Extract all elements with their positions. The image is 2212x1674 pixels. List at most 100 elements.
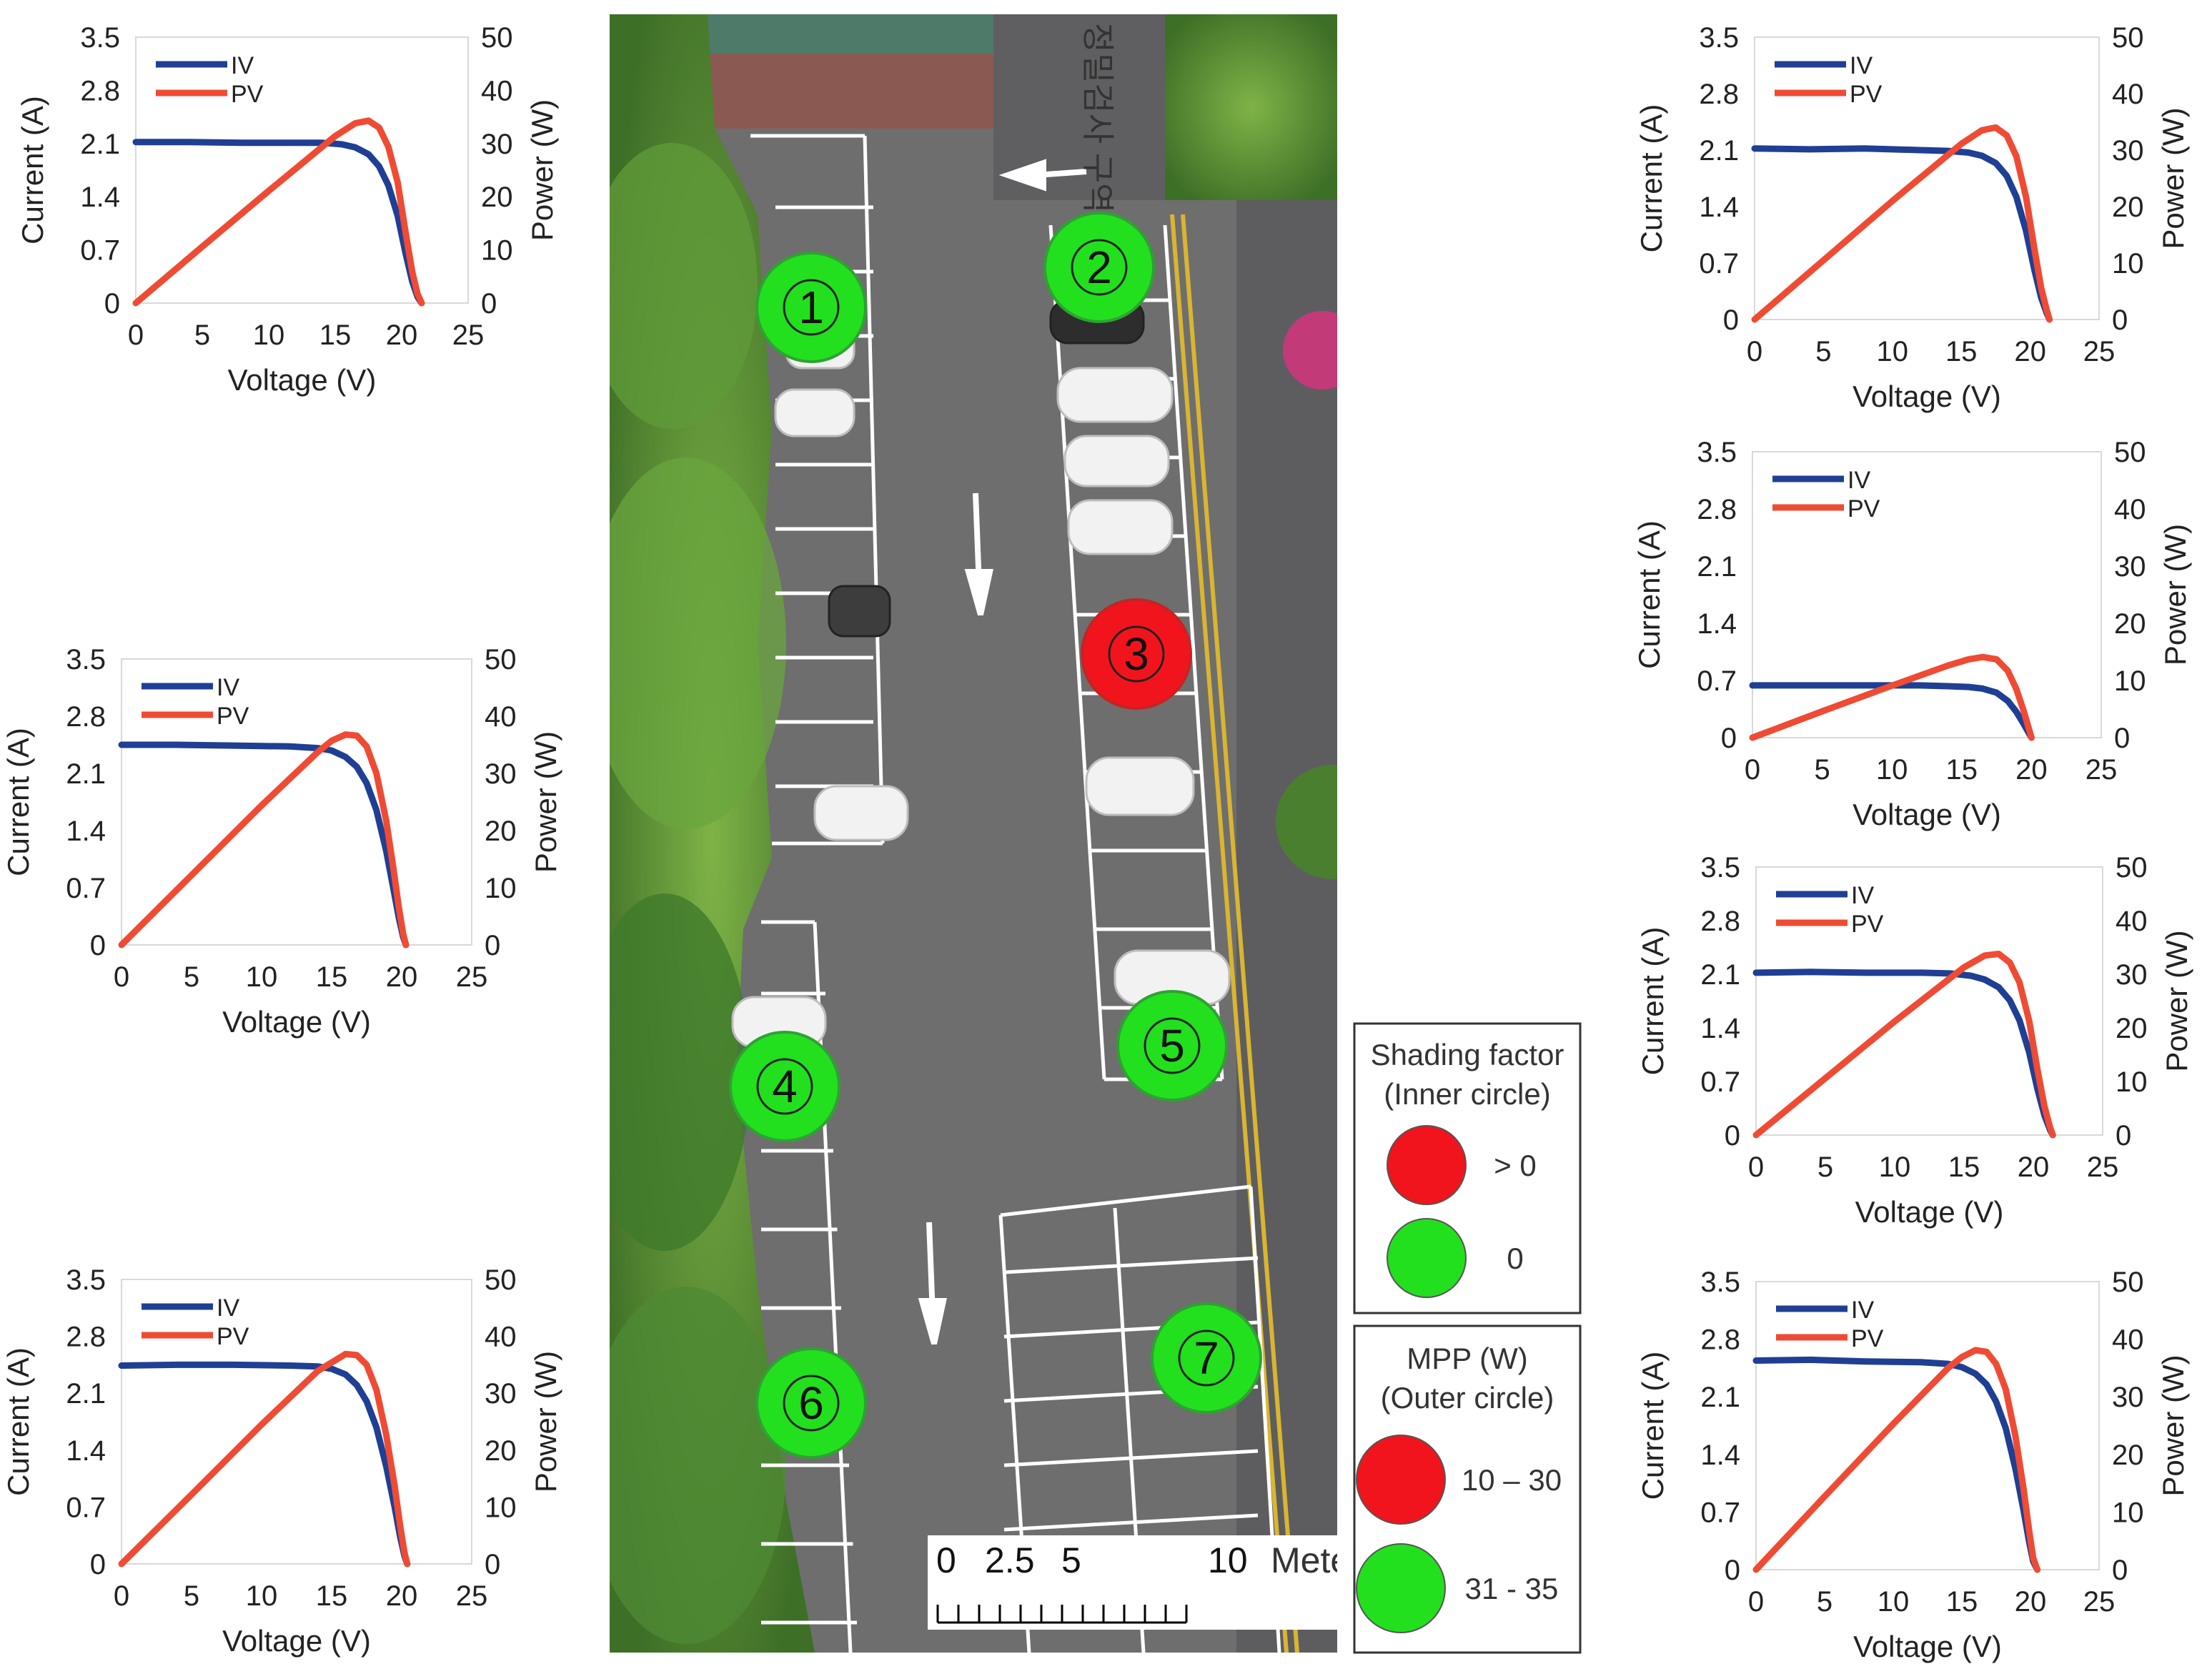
marker-number: 4 — [772, 1061, 798, 1112]
y-tick-label: 1.4 — [1700, 1013, 1740, 1044]
y-tick-label: 0 — [90, 930, 106, 961]
plot-area — [1752, 451, 2102, 738]
y2-tick-label: 10 — [2112, 248, 2144, 279]
legend-label-pv: PV — [1851, 1325, 1884, 1352]
x-axis-label: Voltage (V) — [222, 1005, 371, 1039]
y2-tick-label: 10 — [485, 1492, 517, 1523]
y-tick-label: 3.5 — [66, 1264, 106, 1296]
y2-tick-label: 20 — [481, 182, 513, 213]
y-tick-label: 2.8 — [1700, 1324, 1740, 1356]
x-tick-label: 20 — [2014, 336, 2046, 367]
x-tick-label: 25 — [2087, 1152, 2119, 1183]
legend-label-iv: IV — [1851, 1297, 1874, 1324]
x-tick-label: 5 — [1815, 336, 1831, 367]
y-tick-label: 2.1 — [1700, 1382, 1740, 1413]
marker-4: 4 — [729, 1031, 840, 1142]
y2-tick-label: 20 — [485, 1435, 517, 1467]
scale-units: Meters — [1271, 1540, 1380, 1580]
marker-number: 6 — [798, 1377, 824, 1429]
flowering-shrub — [1283, 311, 1337, 390]
y2-tick-label: 50 — [2112, 1267, 2144, 1298]
x-tick-label: 15 — [316, 1580, 348, 1612]
x-tick-label: 20 — [386, 1580, 418, 1612]
legend-label-iv: IV — [1848, 467, 1870, 494]
x-tick-label: 20 — [386, 320, 418, 351]
y-tick-label: 1.4 — [1697, 608, 1737, 640]
y-tick-label: 2.8 — [1700, 906, 1740, 937]
x-tick-label: 10 — [1878, 1586, 1910, 1618]
series-line-iv — [1749, 682, 2035, 741]
x-tick-label: 20 — [2015, 1586, 2047, 1618]
y2-tick-label: 50 — [2112, 22, 2144, 54]
marker-3: 3 — [1081, 598, 1192, 710]
y2-axis-label: Power (W) — [2156, 107, 2190, 249]
legend-label-pv: PV — [1850, 81, 1883, 108]
x-tick-label: 5 — [194, 320, 210, 351]
x-tick-label: 15 — [316, 961, 348, 993]
marker-inner-circle — [1144, 1017, 1201, 1074]
y-tick-label: 2.1 — [80, 129, 120, 160]
x-tick-label: 15 — [1948, 1152, 1980, 1183]
trees-top-right — [1165, 14, 1337, 200]
x-tick-label: 5 — [1817, 1586, 1832, 1618]
y-tick-label: 3.5 — [1697, 437, 1737, 468]
marker-1: 1 — [755, 252, 867, 363]
x-tick-label: 10 — [253, 320, 285, 351]
y-tick-label: 0.7 — [66, 1492, 106, 1523]
y-axis-label: Current (A) — [1632, 520, 1666, 669]
y2-tick-label: 40 — [2112, 1324, 2144, 1356]
legend-mpp-subtitle: (Outer circle) — [1381, 1381, 1554, 1415]
series-line-pv — [118, 731, 410, 949]
y2-tick-label: 50 — [485, 1264, 517, 1296]
x-tick-label: 5 — [1817, 1152, 1833, 1183]
series-line-pv — [1752, 1347, 2041, 1573]
y2-tick-label: 50 — [481, 22, 513, 54]
y2-tick-label: 10 — [481, 235, 513, 267]
marker-6: 6 — [755, 1347, 867, 1459]
x-tick-label: 0 — [1747, 336, 1762, 367]
y2-tick-label: 40 — [485, 1322, 517, 1353]
marker-inner-circle — [1108, 625, 1165, 683]
chart-bottom-right: 0 5 10 15 20 2500.71.42.12.83.501020304050Vol… — [1636, 1267, 2190, 1663]
y-tick-label: 2.1 — [66, 1378, 106, 1410]
y-tick-label: 0 — [90, 1549, 106, 1580]
y-axis-label: Current (A) — [1, 728, 35, 876]
tree-right-mid — [1276, 765, 1337, 879]
marker-5: 5 — [1116, 990, 1228, 1101]
chart-bottom-left: 0 5 10 15 20 2500.71.42.12.83.501020304050Vol… — [1, 1264, 562, 1658]
marker-inner-circle — [783, 279, 840, 336]
y-tick-label: 1.4 — [1699, 192, 1739, 223]
y2-axis-label: Power (W) — [529, 731, 562, 873]
x-axis-label: Voltage (V) — [222, 1624, 371, 1658]
y2-tick-label: 10 — [2114, 665, 2146, 697]
legend-label-pv: PV — [1848, 495, 1880, 522]
legend-label-iv: IV — [217, 674, 239, 701]
tree-canopy — [610, 893, 750, 1251]
y-axis-label: Current (A) — [16, 96, 49, 244]
y-tick-label: 0 — [1725, 1555, 1740, 1586]
y2-tick-label: 30 — [2116, 959, 2148, 991]
series-line-pv — [132, 117, 425, 307]
y-tick-label: 2.1 — [66, 758, 106, 790]
series-line-pv — [1751, 124, 2053, 323]
building-roof — [708, 14, 1029, 54]
y2-tick-label: 40 — [2114, 494, 2146, 525]
legend-shading-title: Shading factor — [1371, 1038, 1564, 1071]
y2-tick-label: 20 — [2116, 1013, 2148, 1044]
x-tick-label: 10 — [1879, 1152, 1911, 1183]
y-tick-label: 2.8 — [66, 1322, 106, 1353]
y2-tick-label: 30 — [2114, 551, 2146, 583]
x-tick-label: 20 — [386, 961, 418, 993]
x-tick-label: 25 — [456, 1580, 488, 1612]
y-tick-label: 3.5 — [66, 644, 106, 675]
chart-middle-left: 0 5 10 15 20 2500.71.42.12.83.501020304050Vol… — [1, 644, 562, 1039]
y-axis-label: Current (A) — [1635, 104, 1668, 253]
marker-layer: 1 2 3 4 5 6 7 — [729, 212, 1262, 1459]
x-axis-label: Voltage (V) — [228, 363, 377, 397]
x-tick-label: 15 — [1946, 1586, 1978, 1618]
y2-tick-label: 20 — [2112, 192, 2144, 223]
x-axis-label: Voltage (V) — [1853, 798, 2001, 831]
x-tick-label: 25 — [2083, 1586, 2116, 1618]
y-tick-label: 1.4 — [80, 182, 120, 213]
y2-tick-label: 50 — [2116, 852, 2148, 883]
